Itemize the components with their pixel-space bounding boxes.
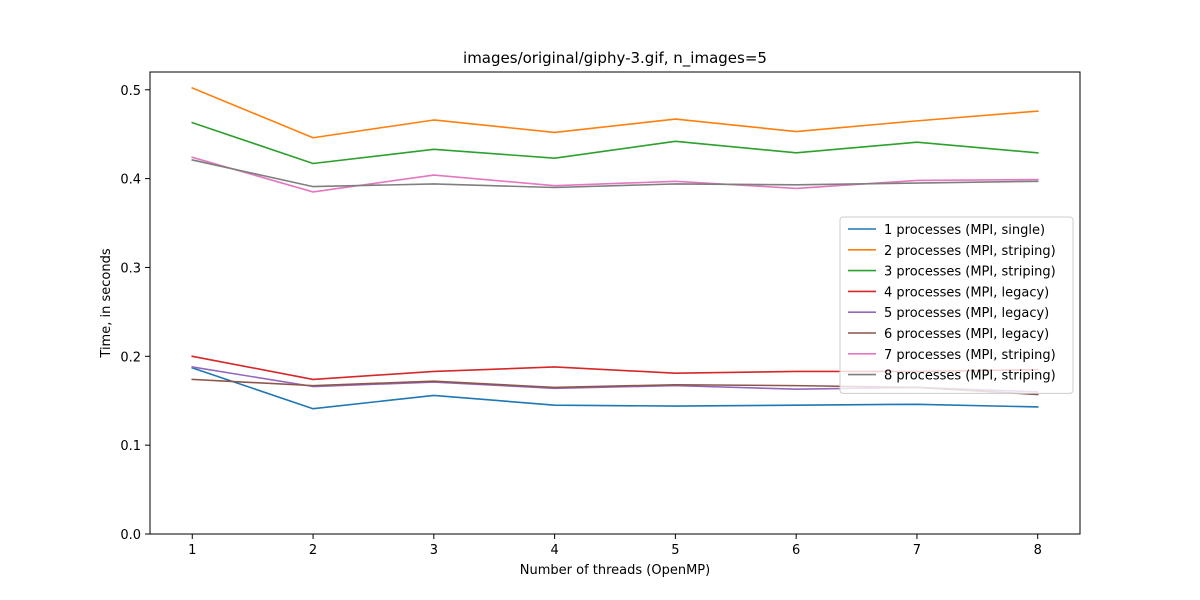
series-line-2 [191,86,1039,139]
legend-label-7: 7 processes (MPI, striping) [884,348,1056,363]
chart-title: images/original/giphy-3.gif, n_images=5 [463,49,767,68]
legend-label-4: 4 processes (MPI, legacy) [884,285,1049,300]
series-line-7 [191,156,1039,193]
legend-label-2: 2 processes (MPI, striping) [884,244,1056,259]
legend-label-8: 8 processes (MPI, striping) [884,369,1056,384]
axes-frame [149,71,1081,535]
y-tick-label: 0.5 [120,84,141,99]
x-axis-title: Number of threads (OpenMP) [520,563,710,578]
series-line-1 [191,366,1039,410]
legend-box [839,216,1074,394]
y-tick-label: 0.2 [120,350,141,365]
plot-area: 1 2 3 4 5 6 7 8 0.0 0.1 0.2 0.3 0.4 0.5 [120,71,1081,558]
x-tick-label: 5 [671,543,679,558]
x-tick-label: 4 [550,543,558,558]
x-tick-label: 6 [792,543,800,558]
y-tick-label: 0.3 [120,261,141,276]
y-tick-label: 0.4 [120,173,141,188]
series-line-8 [191,159,1039,189]
y-tick-label: 0.1 [120,439,141,454]
legend-label-1: 1 processes (MPI, single) [884,223,1045,238]
x-tick-label: 3 [430,543,438,558]
x-tick-label: 2 [309,543,317,558]
legend-label-3: 3 processes (MPI, striping) [884,265,1056,280]
y-tick-label: 0.0 [120,528,141,543]
x-tick-label: 7 [913,543,921,558]
series-line-3 [191,121,1039,165]
y-axis-title: Time, in seconds [99,248,114,358]
x-tick-label: 8 [1034,543,1042,558]
x-tick-label: 1 [188,543,196,558]
legend-label-6: 6 processes (MPI, legacy) [884,327,1049,342]
legend: 1 processes (MPI, single) 2 processes (MP… [839,216,1074,394]
legend-label-5: 5 processes (MPI, legacy) [884,306,1049,321]
